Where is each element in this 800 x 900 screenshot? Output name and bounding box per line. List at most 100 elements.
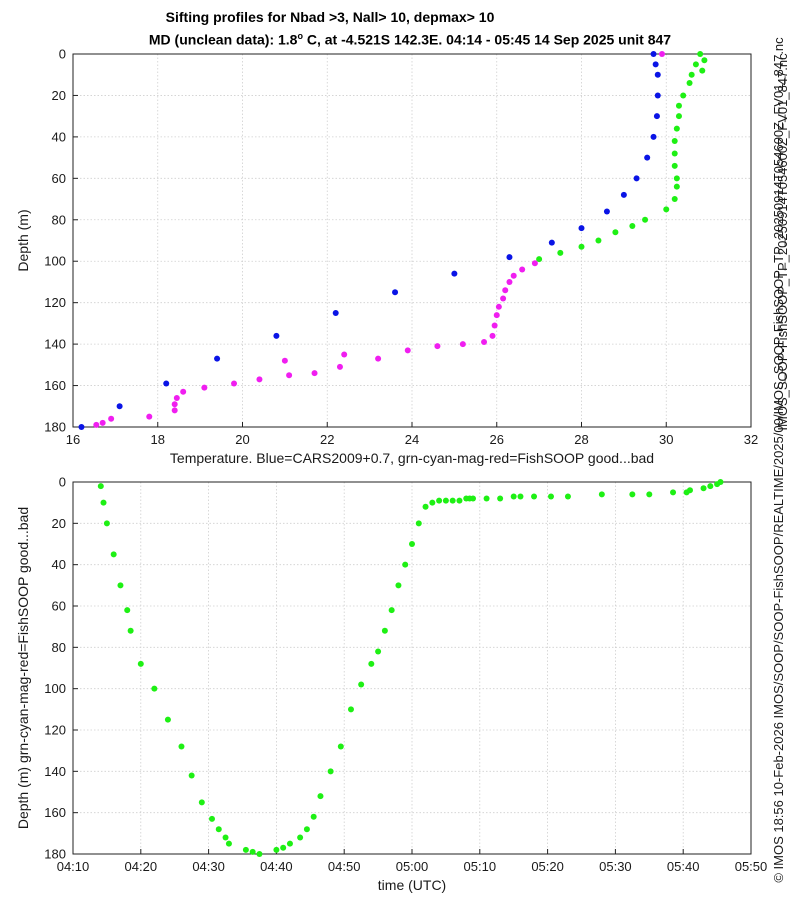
- data-point-blue: [116, 403, 123, 410]
- data-point-green: [137, 660, 144, 667]
- data-point-green: [699, 67, 706, 74]
- data-point-green: [707, 483, 714, 490]
- data-point-green: [510, 493, 517, 500]
- data-point-blue: [332, 310, 339, 317]
- data-point-magenta: [336, 363, 343, 370]
- y-tick-label: 40: [52, 129, 66, 144]
- data-point-magenta: [489, 332, 496, 339]
- data-point-green: [100, 499, 107, 506]
- data-point-green: [456, 497, 463, 504]
- data-point-green: [347, 706, 354, 713]
- x-tick-label: 26: [490, 432, 504, 447]
- data-point-blue: [620, 191, 627, 198]
- top-axes: 16 18 20 22 24 26 28 30 32 0 20 40 60 80 100 120 140 160 1…: [15, 47, 758, 467]
- data-point-blue: [633, 175, 640, 182]
- y-tick-label: 60: [52, 171, 66, 186]
- data-point-green: [646, 491, 653, 498]
- data-point-green: [536, 256, 543, 263]
- data-point-green: [663, 206, 670, 213]
- data-point-green: [547, 493, 554, 500]
- x-tick-label: 05:20: [531, 859, 564, 874]
- data-point-green: [671, 150, 678, 157]
- x-tick-label: 24: [405, 432, 419, 447]
- data-point-blue: [650, 133, 657, 140]
- x-tick-label: 05:10: [464, 859, 497, 874]
- y-tick-label: 160: [44, 805, 66, 820]
- y-tick-label: 140: [44, 337, 66, 352]
- data-point-green: [700, 485, 707, 492]
- data-point-blue: [644, 154, 651, 161]
- title-prefix: MD (unclean data): 1.8: [148, 31, 298, 48]
- data-point-green: [124, 607, 131, 614]
- data-point-magenta: [201, 384, 208, 391]
- data-point-green: [303, 826, 310, 833]
- y-tick-label: 20: [52, 516, 66, 531]
- data-point-green: [402, 561, 409, 568]
- data-point-magenta: [491, 322, 498, 329]
- data-point-green: [483, 495, 490, 502]
- data-point-magenta: [171, 401, 178, 408]
- y-tick-label: 120: [44, 295, 66, 310]
- data-point-green: [358, 681, 365, 688]
- data-point-green: [497, 495, 504, 502]
- data-point-magenta: [375, 355, 382, 362]
- data-point-green: [692, 61, 699, 68]
- y-axis-label: Depth (m) grn-cyan-mag-red=FishSOOP good…: [15, 507, 31, 829]
- data-point-green: [717, 479, 724, 485]
- data-point-green: [688, 71, 695, 78]
- data-point-green: [670, 489, 677, 496]
- x-tick-label: 18: [151, 432, 165, 447]
- data-point-green: [470, 495, 477, 502]
- data-point-green: [442, 497, 449, 504]
- data-point-magenta: [146, 413, 153, 420]
- data-point-magenta: [93, 421, 100, 428]
- data-point-green: [310, 813, 317, 820]
- data-point-magenta: [404, 347, 411, 354]
- data-point-blue: [654, 71, 661, 78]
- data-point-green: [273, 846, 280, 853]
- data-point-blue: [652, 61, 659, 68]
- data-point-green: [612, 229, 619, 236]
- data-point-green: [697, 51, 704, 57]
- y-axis-label: Depth (m): [15, 209, 31, 271]
- y-tick-label: 180: [44, 420, 66, 435]
- data-point-green: [215, 826, 222, 833]
- axes-frame: [72, 481, 752, 855]
- data-point-green: [415, 520, 422, 527]
- data-point-green: [422, 503, 429, 510]
- data-point-magenta: [256, 376, 263, 383]
- data-point-green: [297, 834, 304, 841]
- data-point-green: [103, 520, 110, 527]
- data-point-magenta: [281, 357, 288, 364]
- title-suffix: C, at -4.521S 142.3E. 04:14 - 05:45 14 S…: [302, 31, 672, 48]
- data-point-green: [671, 196, 678, 203]
- data-point-green: [127, 627, 134, 634]
- x-axis-label: Temperature. Blue=CARS2009+0.7, grn-cyan…: [170, 450, 654, 466]
- data-point-green: [629, 222, 636, 229]
- y-tick-label: 20: [52, 88, 66, 103]
- data-point-green: [564, 493, 571, 500]
- data-point-green: [671, 162, 678, 169]
- y-tick-label: 160: [44, 378, 66, 393]
- data-point-green: [280, 844, 287, 851]
- data-point-green: [164, 716, 171, 723]
- data-point-magenta: [506, 278, 513, 285]
- data-point-green: [557, 249, 564, 256]
- data-point-magenta: [171, 407, 178, 414]
- data-point-green: [680, 92, 687, 99]
- chart-title-line-2: MD (unclean data): 1.8o C, at -4.521S 14…: [10, 31, 800, 48]
- x-tick-label: 05:50: [735, 859, 768, 874]
- data-point-magenta: [500, 295, 507, 302]
- data-point-green: [286, 840, 293, 847]
- data-point-green: [97, 483, 104, 490]
- side-label-filename: IMOS_SOOP-FishSOOP_TP_20250914T054600Z_F…: [775, 53, 790, 431]
- data-point-green: [110, 551, 117, 558]
- data-point-blue: [451, 270, 458, 277]
- data-point-magenta: [231, 380, 238, 387]
- chart-title-line-1: Sifting profiles for Nbad >3, Nall> 10, …: [165, 9, 495, 25]
- data-point-magenta: [311, 370, 318, 377]
- data-point-green: [368, 660, 375, 667]
- y-tick-label: 180: [44, 847, 66, 862]
- x-tick-label: 04:20: [125, 859, 158, 874]
- data-point-green: [375, 648, 382, 655]
